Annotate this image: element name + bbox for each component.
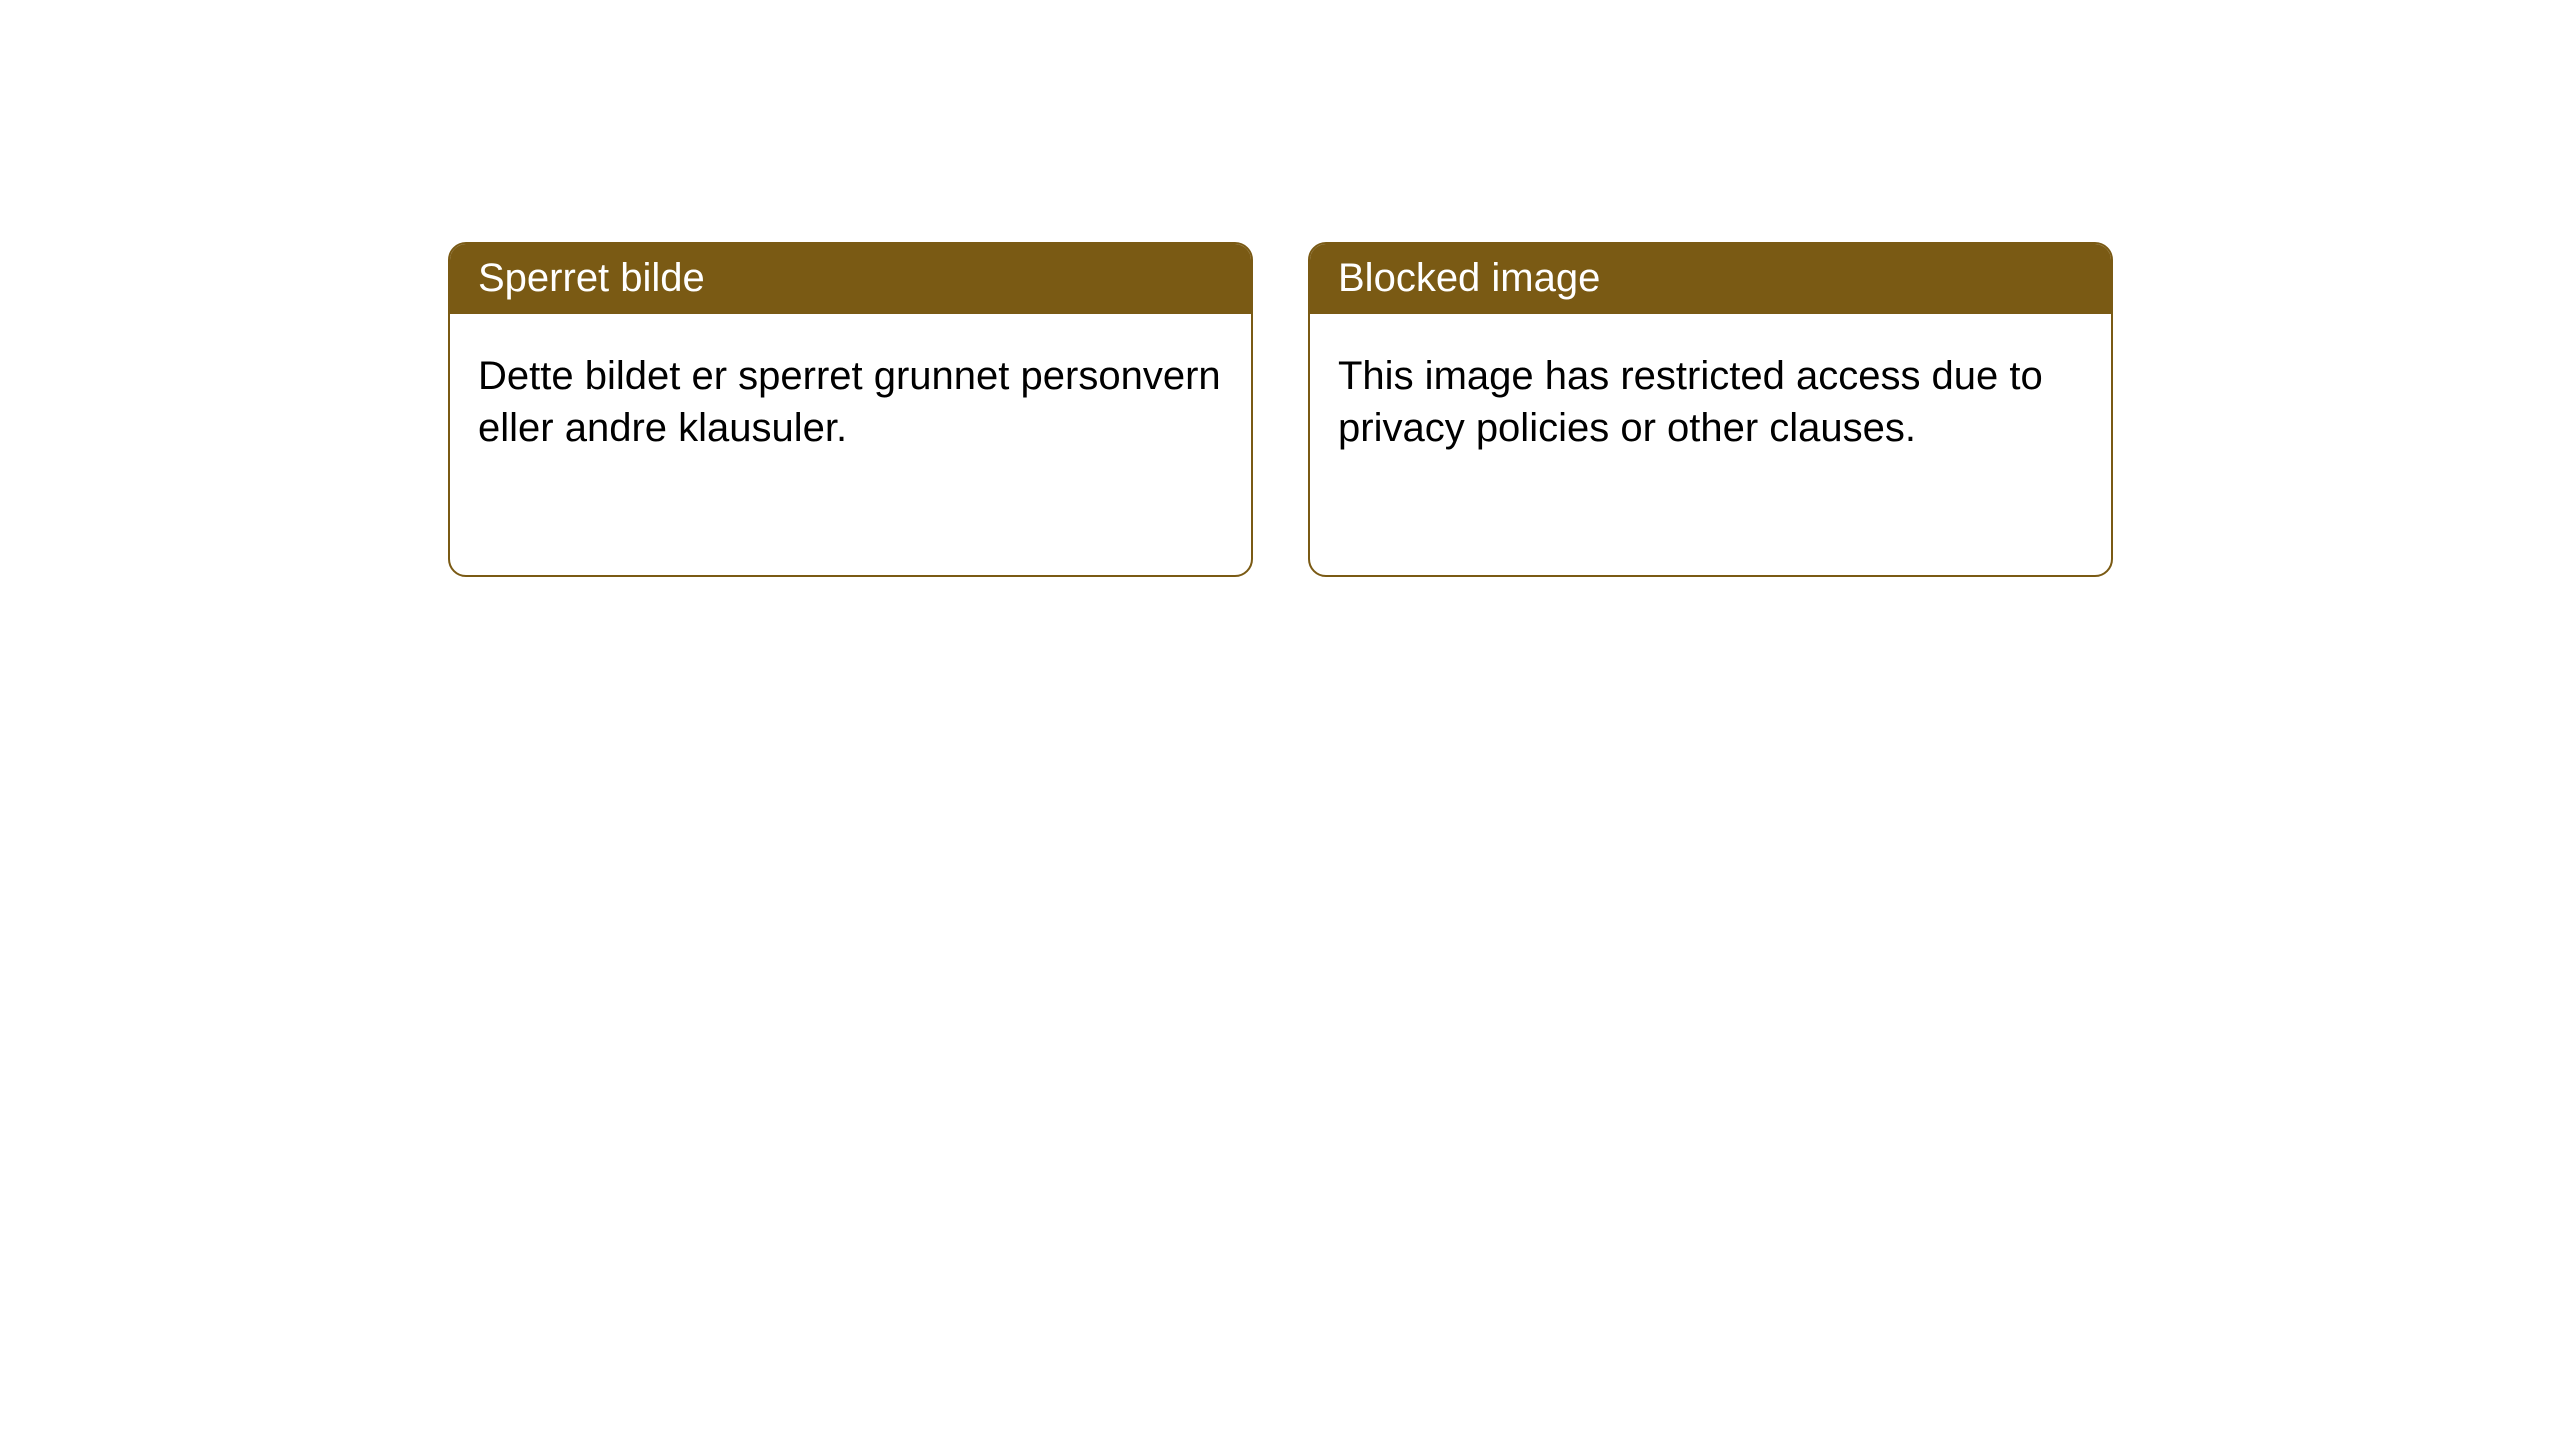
notice-card-norwegian: Sperret bilde Dette bildet er sperret gr…: [448, 242, 1253, 577]
card-norwegian-body: Dette bildet er sperret grunnet personve…: [450, 314, 1251, 490]
card-english-title: Blocked image: [1310, 244, 2111, 314]
notice-cards-container: Sperret bilde Dette bildet er sperret gr…: [448, 242, 2113, 577]
notice-card-english: Blocked image This image has restricted …: [1308, 242, 2113, 577]
card-norwegian-title: Sperret bilde: [450, 244, 1251, 314]
card-english-body: This image has restricted access due to …: [1310, 314, 2111, 490]
